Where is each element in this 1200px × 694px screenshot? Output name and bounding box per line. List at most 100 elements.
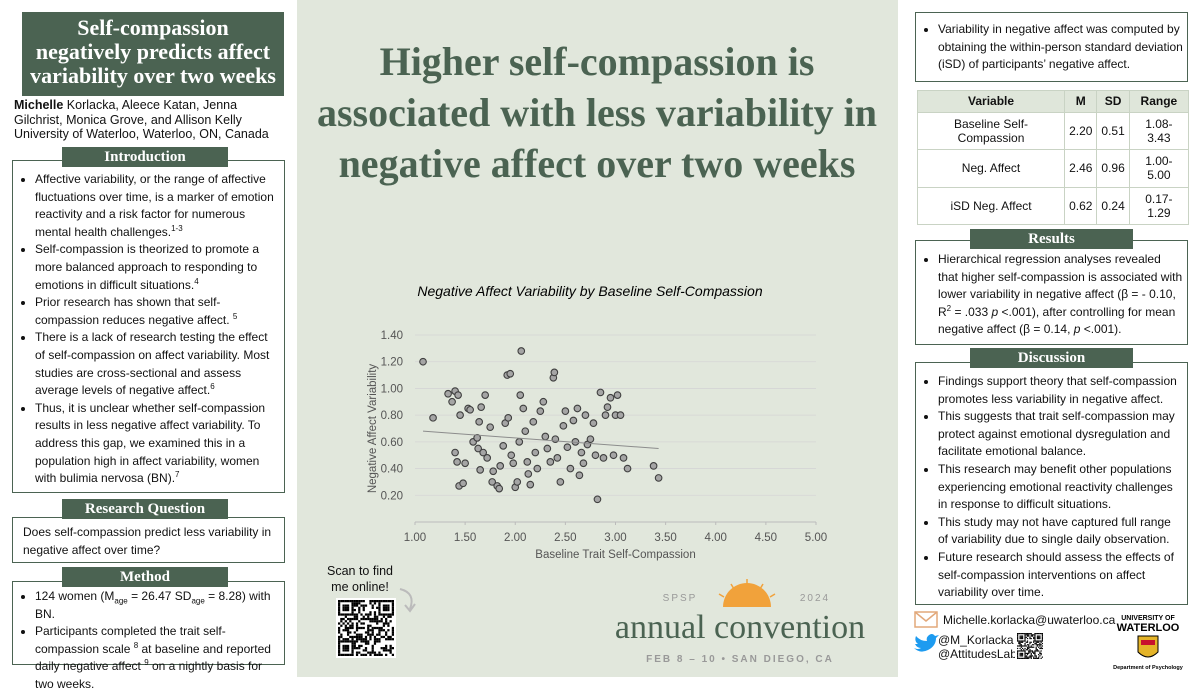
- y-tick-label: 0.20: [381, 490, 403, 502]
- point: [539, 397, 548, 406]
- qr-module: [385, 649, 388, 652]
- qr-module: [378, 613, 381, 616]
- qr-module: [369, 624, 372, 627]
- point: [556, 478, 565, 486]
- qr-module: [338, 613, 341, 616]
- qr-module: [367, 651, 370, 654]
- qr-module: [342, 608, 345, 612]
- qr-module: [353, 600, 356, 603]
- qr-module: [346, 604, 350, 607]
- qr-module: [1024, 654, 1026, 656]
- qr-module: [353, 617, 356, 621]
- table-cell: 0.24: [1096, 186, 1130, 225]
- qr-module: [387, 638, 390, 641]
- qr-module: [351, 608, 354, 612]
- qr-module: [1026, 637, 1029, 640]
- qr-module: [1038, 636, 1040, 638]
- qr-module: [344, 600, 347, 603]
- qr-module: [385, 638, 388, 641]
- qr-module: [338, 602, 341, 605]
- point: [486, 423, 495, 432]
- qr-module: [385, 617, 388, 621]
- table-cell: 1.08-3.43: [1128, 111, 1190, 151]
- qr-module: [1028, 633, 1030, 635]
- qr-module: [1023, 645, 1025, 647]
- qr-module: [369, 620, 372, 623]
- qr-module: [380, 620, 383, 623]
- qr-module: [1034, 655, 1036, 657]
- qr-module: [358, 647, 361, 650]
- point: [575, 471, 584, 480]
- qr-module: [1039, 635, 1041, 637]
- qr-module: [380, 647, 383, 650]
- point: [599, 454, 608, 462]
- qr-module: [376, 638, 379, 641]
- qr-module: [344, 626, 347, 630]
- qr-module: [344, 624, 347, 627]
- qr-module: [358, 638, 361, 641]
- point: [475, 417, 484, 426]
- qr-module: [373, 617, 377, 621]
- qr-module: [1039, 644, 1041, 646]
- qr-module: [1024, 645, 1026, 647]
- qr-module: [391, 638, 394, 641]
- qr-module: [353, 644, 356, 648]
- qr-module: [367, 617, 370, 621]
- qr-module: [1038, 656, 1040, 658]
- qr-module: [344, 613, 347, 616]
- qr-module: [353, 647, 356, 650]
- qr-module: [1020, 635, 1022, 637]
- text-run: Self-compassion is theorized to promote …: [35, 242, 260, 292]
- qr-module: [369, 633, 372, 636]
- qr-module: [349, 640, 352, 643]
- qr-module: [349, 624, 352, 627]
- qr-module: [362, 622, 365, 625]
- qr-module: [1030, 652, 1032, 655]
- qr-module: [351, 622, 354, 625]
- qr-module: [1025, 655, 1027, 657]
- qr-module: [1024, 637, 1026, 640]
- table-cell: Baseline Self-Compassion: [916, 111, 1066, 151]
- qr-module: [367, 615, 370, 618]
- qr-module: [1033, 656, 1035, 658]
- qr-module: [1021, 636, 1024, 638]
- qr-module: [1029, 655, 1031, 657]
- qr-module: [1034, 652, 1036, 655]
- table-cell: SD: [1096, 90, 1130, 113]
- qr-module: [342, 653, 345, 656]
- bullet: This suggests that trait self-compassion…: [938, 408, 1183, 461]
- text-run: Korlacka, Aleece Katan, Jenna Gilchrist,…: [14, 98, 242, 127]
- section-heading: Discussion: [970, 348, 1133, 368]
- qr-module: [373, 653, 377, 656]
- qr-module: [387, 615, 390, 618]
- logo-line: WATERLOO: [1117, 622, 1180, 634]
- qr-module: [358, 626, 361, 630]
- qr-module: [1023, 649, 1025, 651]
- qr-module: [1020, 644, 1022, 646]
- qr-module: [1034, 633, 1036, 635]
- point: [613, 391, 622, 399]
- point: [581, 411, 590, 419]
- qr-module: [353, 642, 356, 645]
- qr-module: [387, 629, 390, 632]
- qr-module: [1035, 642, 1037, 645]
- point: [496, 462, 505, 470]
- qr-module: [1041, 639, 1043, 641]
- qr-module: [346, 626, 350, 630]
- qr-module: [1024, 635, 1026, 637]
- qr-module: [1028, 646, 1030, 648]
- qr-module: [378, 620, 381, 623]
- qr-module: [364, 647, 368, 650]
- qr-module: [351, 653, 354, 656]
- point: [516, 391, 525, 399]
- qr-module: [338, 640, 341, 643]
- qr-module: [371, 600, 374, 603]
- qr-module: [1040, 633, 1042, 635]
- qr-module: [358, 651, 361, 654]
- bullet: There is a lack of research testing the …: [35, 329, 280, 399]
- point: [541, 432, 550, 441]
- qr-module: [346, 622, 350, 625]
- qr-module: [1017, 634, 1019, 636]
- point: [517, 347, 526, 355]
- qr-module: [371, 631, 374, 634]
